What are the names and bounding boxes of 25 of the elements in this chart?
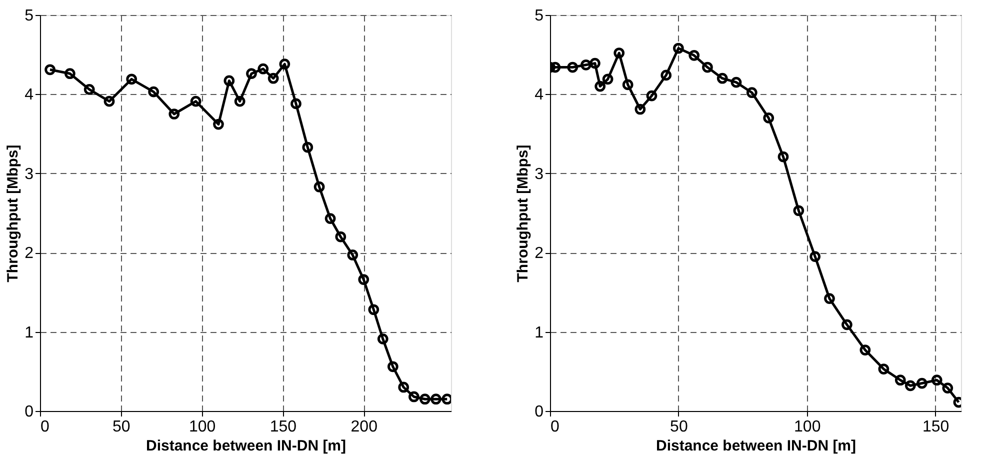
x-tick-label: 100 — [794, 418, 821, 436]
y-tick-label: 5 — [534, 8, 544, 24]
x-axis-title: Distance between IN-DN [m] — [656, 438, 856, 454]
y-axis-title: Throughput [Mbps] — [4, 144, 22, 282]
x-tick-label: 0 — [40, 418, 50, 436]
y-tick-label: 3 — [534, 166, 544, 183]
y-tick-label: 2 — [24, 245, 34, 262]
y-tick-label: 3 — [24, 166, 34, 183]
x-tick-label: 50 — [112, 418, 130, 436]
y-tick-label: 4 — [24, 86, 34, 104]
x-tick-label: 0 — [550, 418, 560, 436]
y-tick-label: 5 — [24, 8, 34, 24]
x-tick-label: 150 — [270, 418, 297, 436]
x-axis-title: Distance between IN-DN [m] — [146, 438, 346, 454]
y-tick-label: 2 — [534, 245, 544, 262]
y-tick-label: 0 — [24, 404, 34, 420]
x-tick-label: 200 — [350, 418, 378, 436]
y-tick-label: 0 — [534, 404, 544, 420]
y-tick-label: 4 — [534, 86, 544, 104]
y-tick-label: 1 — [24, 324, 34, 342]
x-tick-label: 100 — [188, 418, 216, 436]
x-tick-label: 150 — [922, 418, 950, 436]
y-tick-label: 1 — [534, 324, 544, 342]
y-axis-title: Throughput [Mbps] — [514, 144, 532, 282]
x-tick-label: 50 — [670, 418, 688, 436]
